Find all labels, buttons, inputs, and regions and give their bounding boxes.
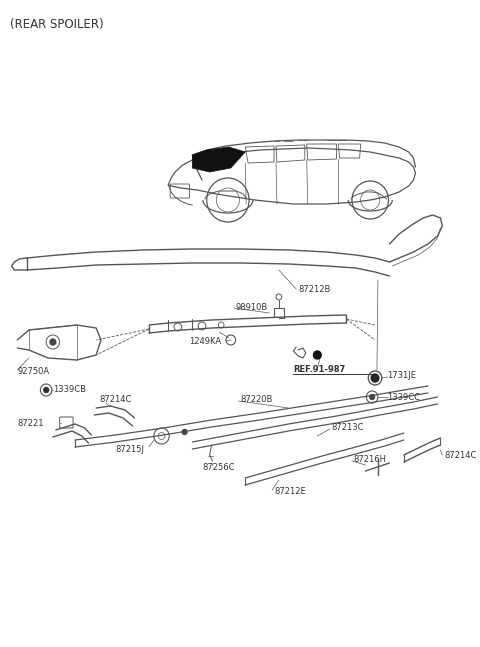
Text: 87220B: 87220B xyxy=(240,395,273,404)
Text: 98910B: 98910B xyxy=(236,303,268,311)
Text: 87214C: 87214C xyxy=(444,450,477,459)
Text: REF.91-987: REF.91-987 xyxy=(293,366,346,375)
Text: 1731JE: 1731JE xyxy=(387,371,417,380)
Text: 92750A: 92750A xyxy=(17,367,49,377)
Circle shape xyxy=(370,395,374,399)
Circle shape xyxy=(313,351,321,359)
Text: 87214C: 87214C xyxy=(99,395,132,404)
Text: 1339CB: 1339CB xyxy=(53,386,86,395)
Text: 87215J: 87215J xyxy=(115,446,144,454)
Circle shape xyxy=(50,339,56,345)
Text: 87212B: 87212B xyxy=(298,285,330,294)
Text: (REAR SPOILER): (REAR SPOILER) xyxy=(10,18,103,31)
Text: 87212E: 87212E xyxy=(274,487,306,496)
Text: 1249KA: 1249KA xyxy=(190,338,222,347)
Polygon shape xyxy=(192,147,245,172)
Text: 87216H: 87216H xyxy=(354,455,387,465)
Circle shape xyxy=(182,430,187,435)
Text: 87213C: 87213C xyxy=(332,424,364,432)
Text: 87221: 87221 xyxy=(17,419,44,428)
Text: 87256C: 87256C xyxy=(202,463,234,472)
Text: 1339CC: 1339CC xyxy=(387,393,420,402)
Circle shape xyxy=(371,374,379,382)
Circle shape xyxy=(44,388,48,393)
